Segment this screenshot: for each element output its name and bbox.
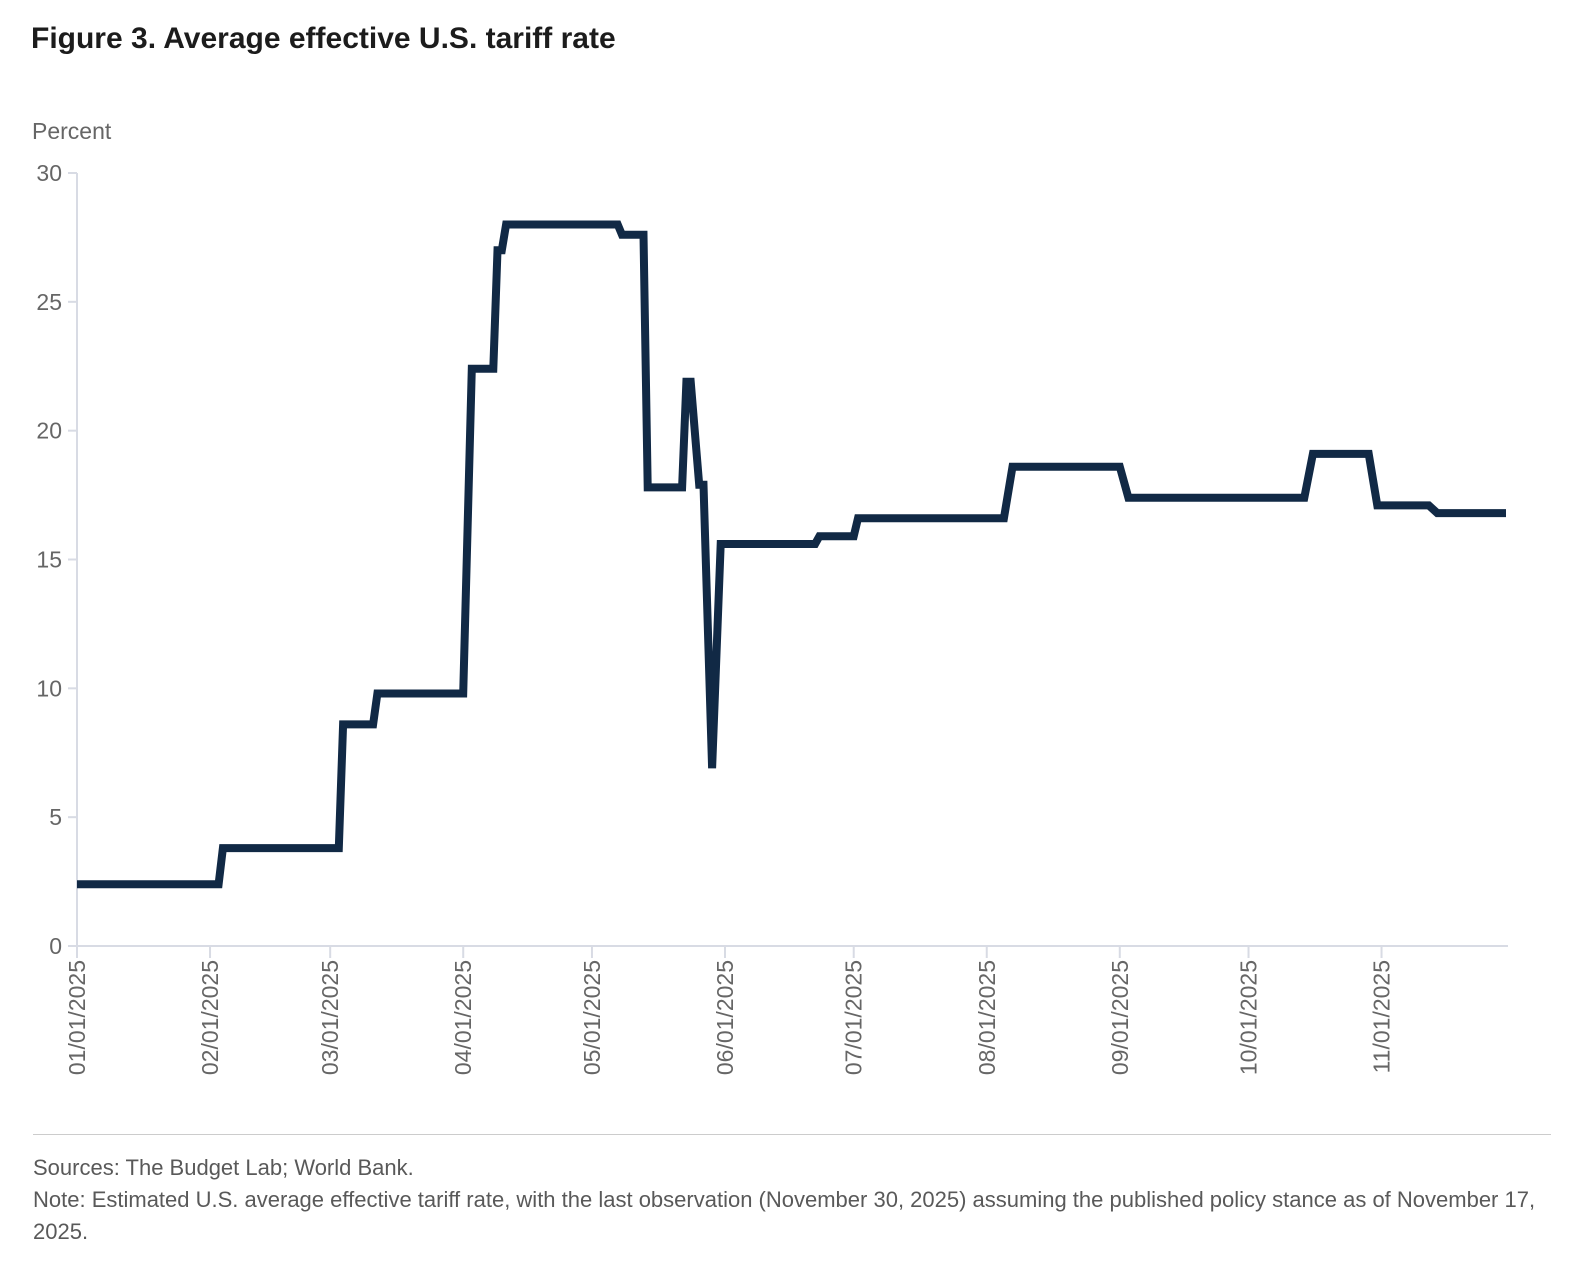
x-tick-label: 03/01/2025 (317, 960, 343, 1075)
sources-text: Sources: The Budget Lab; World Bank. (33, 1155, 414, 1180)
y-axis-unit-label: Percent (32, 118, 112, 144)
x-tick-label: 05/01/2025 (579, 960, 605, 1075)
x-tick-label: 02/01/2025 (197, 960, 223, 1075)
y-tick-label: 25 (36, 289, 62, 315)
x-tick-label: 08/01/2025 (974, 960, 1000, 1075)
y-tick-label: 5 (49, 804, 62, 830)
x-tick-label: 06/01/2025 (712, 960, 738, 1075)
x-tick-label: 09/01/2025 (1107, 960, 1133, 1075)
x-tick-label: 07/01/2025 (841, 960, 867, 1075)
y-tick-label: 20 (36, 418, 62, 444)
y-tick-label: 30 (36, 160, 62, 186)
tariff-rate-line (77, 220, 1506, 889)
footer-divider (33, 1134, 1551, 1135)
footer: Sources: The Budget Lab; World Bank. Not… (33, 1152, 1551, 1248)
x-tick-label: 11/01/2025 (1369, 960, 1395, 1073)
note-text: Note: Estimated U.S. average effective t… (33, 1187, 1536, 1244)
y-tick-label: 10 (36, 675, 62, 701)
y-tick-label: 15 (36, 547, 62, 573)
x-tick-label: 01/01/2025 (64, 960, 90, 1075)
x-tick-label: 10/01/2025 (1236, 960, 1262, 1075)
y-tick-label: 0 (49, 933, 62, 959)
tariff-rate-chart: 0 5 10 15 20 25 30 01/01/2025 02/01/2025 03/01/20… (36, 160, 1508, 1075)
figure-title: Figure 3. Average effective U.S. tariff … (31, 22, 616, 55)
x-tick-label: 04/01/2025 (450, 960, 476, 1075)
